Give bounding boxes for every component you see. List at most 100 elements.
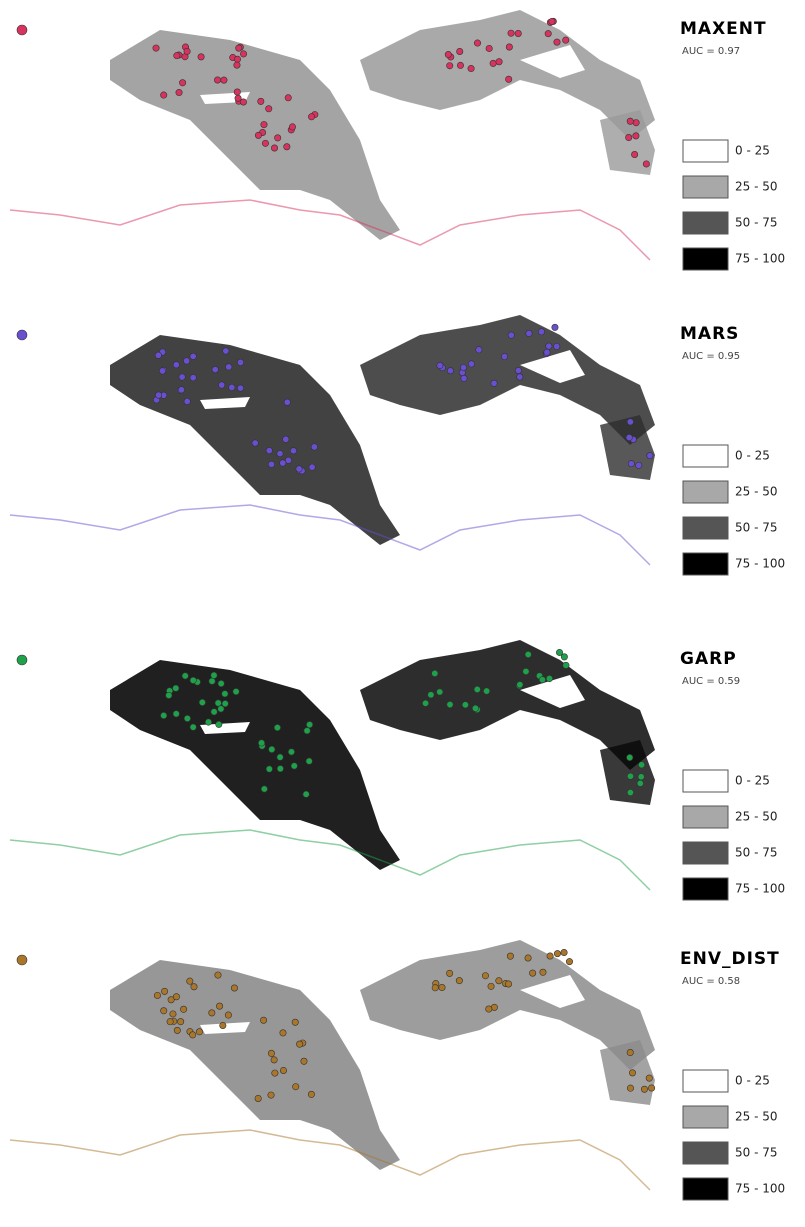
occurrence-point	[191, 984, 197, 990]
occurrence-point	[508, 30, 514, 36]
coastline	[10, 505, 650, 565]
occurrence-point	[631, 151, 637, 157]
occurrence-point	[216, 1003, 222, 1009]
occurrence-point	[626, 134, 632, 140]
occurrence-point	[233, 688, 239, 694]
occurrence-point	[280, 1067, 286, 1073]
occurrence-point	[432, 985, 438, 991]
occurrence-point	[544, 349, 550, 355]
occurrence-point	[633, 120, 639, 126]
legend-swatch	[683, 1070, 728, 1092]
legend-swatch	[683, 176, 728, 198]
occurrence-point	[538, 329, 544, 335]
map-panel: GARPAUC = 0.590 - 2525 - 5050 - 7575 - 1…	[10, 640, 785, 900]
occurrence-point	[507, 953, 513, 959]
legend-label: 75 - 100	[735, 882, 785, 896]
occurrence-point	[269, 746, 275, 752]
occurrence-point	[190, 374, 196, 380]
occurrence-point	[218, 382, 224, 388]
occurrence-point	[311, 444, 317, 450]
occurrence-point	[505, 76, 511, 82]
legend-label: 0 - 25	[735, 774, 770, 788]
occurrence-point	[546, 343, 552, 349]
occurrence-point	[268, 461, 274, 467]
occurrence-point	[160, 92, 166, 98]
occurrence-point	[447, 368, 453, 374]
legend-label: 50 - 75	[735, 521, 778, 535]
occurrence-point	[563, 662, 569, 668]
occurrence-point	[183, 358, 189, 364]
occurrence-point	[303, 791, 309, 797]
occurrence-point	[260, 1017, 266, 1023]
occurrence-point	[525, 955, 531, 961]
occurrence-point	[566, 958, 572, 964]
occurrence-point	[547, 953, 553, 959]
occurrence-point	[229, 384, 235, 390]
occurrence-point	[529, 970, 535, 976]
occurrence-point	[218, 706, 224, 712]
legend-label: 25 - 50	[735, 180, 778, 194]
occurrence-point	[178, 387, 184, 393]
occurrence-point	[627, 1049, 633, 1055]
occurrence-point	[180, 1006, 186, 1012]
occurrence-point	[184, 398, 190, 404]
occurrence-point	[468, 65, 474, 71]
occurrence-point	[628, 460, 634, 466]
occurrence-point	[266, 766, 272, 772]
legend-label: 0 - 25	[735, 1074, 770, 1088]
occurrence-point	[515, 367, 521, 373]
legend-swatch	[683, 806, 728, 828]
occurrence-point	[255, 1095, 261, 1101]
legend-label: 75 - 100	[735, 557, 785, 571]
legend-label: 50 - 75	[735, 1146, 778, 1160]
model-title: GARP	[680, 649, 737, 669]
occurrence-point	[563, 37, 569, 43]
occurrence-point	[214, 77, 220, 83]
occurrence-point	[209, 678, 215, 684]
auc-label: AUC = 0.95	[682, 351, 740, 362]
occurrence-point	[288, 749, 294, 755]
occurrence-point	[432, 670, 438, 676]
map-panel: ENV_DISTAUC = 0.580 - 2525 - 5050 - 7575…	[10, 940, 785, 1200]
occurrence-point	[508, 332, 514, 338]
occurrence-point	[462, 702, 468, 708]
occurrence-point	[472, 705, 478, 711]
legend-swatch	[683, 1106, 728, 1128]
legend-label: 25 - 50	[735, 1110, 778, 1124]
occurrence-point	[554, 343, 560, 349]
occurrence-point	[460, 364, 466, 370]
occurrence-point	[234, 56, 240, 62]
occurrence-point	[474, 686, 480, 692]
occurrence-point	[627, 118, 633, 124]
occurrence-point	[190, 677, 196, 683]
occurrence-point	[189, 1032, 195, 1038]
occurrence-point	[290, 448, 296, 454]
occurrence-point	[476, 347, 482, 353]
legend-swatch	[683, 481, 728, 503]
occurrence-point	[167, 1018, 173, 1024]
occurrence-point	[255, 132, 261, 138]
legend-swatch	[683, 842, 728, 864]
occurrence-point	[274, 135, 280, 141]
model-title: MAXENT	[680, 19, 767, 39]
occurrence-point	[643, 161, 649, 167]
occurrence-point	[437, 362, 443, 368]
habitat-region	[110, 960, 400, 1170]
occurrence-point	[236, 45, 242, 51]
occurrence-point	[196, 1029, 202, 1035]
occurrence-point	[211, 672, 217, 678]
occurrence-point	[272, 1070, 278, 1076]
occurrence-point	[173, 711, 179, 717]
legend-label: 25 - 50	[735, 810, 778, 824]
occurrence-point	[199, 699, 205, 705]
map-panel: MARSAUC = 0.950 - 2525 - 5050 - 7575 - 1…	[10, 315, 785, 575]
occurrence-point	[306, 721, 312, 727]
legend-label: 0 - 25	[735, 449, 770, 463]
occurrence-point	[629, 1070, 635, 1076]
occurrence-point	[428, 692, 434, 698]
occurrence-point	[445, 51, 451, 57]
occurrence-point	[225, 1012, 231, 1018]
occurrence-point	[496, 978, 502, 984]
occurrence-point	[515, 30, 521, 36]
occurrence-point	[277, 754, 283, 760]
